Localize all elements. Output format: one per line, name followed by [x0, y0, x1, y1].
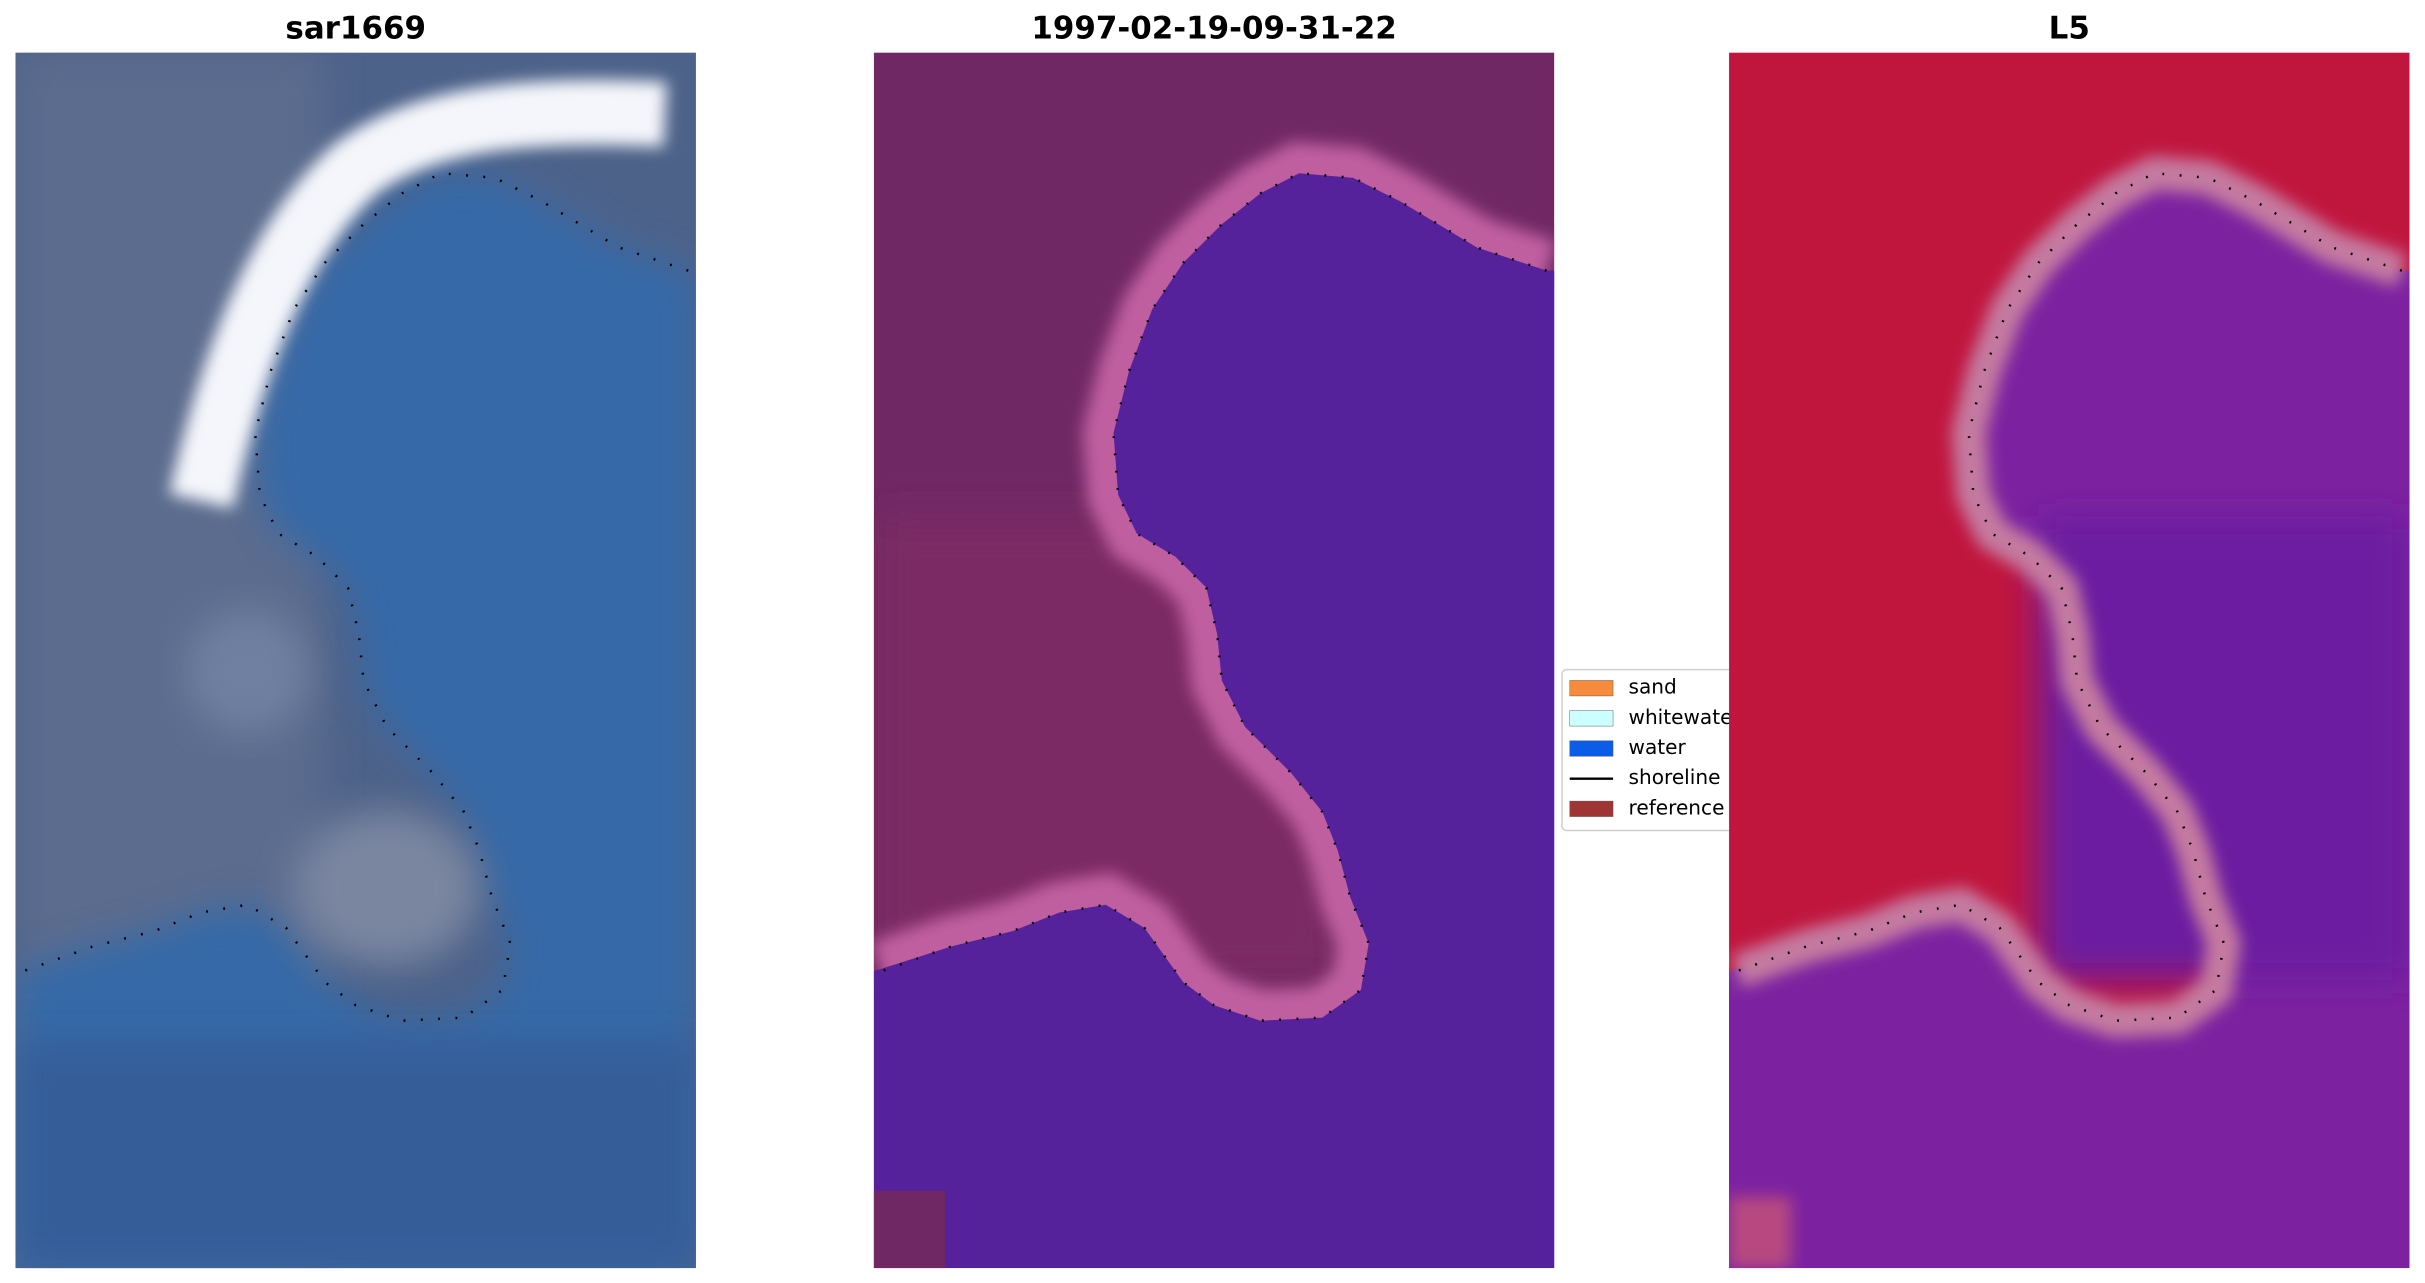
index-panel: [1729, 52, 2409, 1269]
legend: sand whitewater water shoreline reference: [1561, 668, 1749, 832]
legend-patch: [1569, 800, 1614, 817]
legend-label: sand: [1629, 675, 1677, 699]
panel-title: L5: [2049, 11, 2090, 47]
image-panel: [15, 52, 696, 1269]
legend-label: reference: [1629, 795, 1725, 819]
legend-label: shoreline: [1629, 765, 1721, 789]
legend-patch: [1569, 680, 1614, 697]
panel-title: 1997-02-19-09-31-22: [1031, 11, 1396, 47]
classification-panel: [873, 52, 1555, 1269]
legend-patch: [1569, 710, 1614, 727]
legend-label: whitewater: [1629, 705, 1742, 729]
panel-title: sar1669: [285, 11, 426, 47]
legend-label: water: [1629, 735, 1687, 759]
legend-patch: [1569, 740, 1614, 757]
